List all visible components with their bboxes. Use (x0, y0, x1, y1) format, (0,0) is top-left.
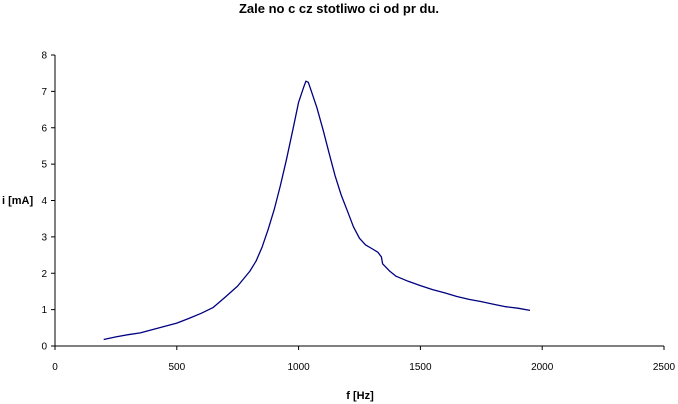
y-tick-label: 7 (41, 87, 47, 98)
x-tick-label: 0 (52, 362, 58, 373)
y-tick-label: 3 (41, 232, 47, 243)
series-line (103, 80, 531, 341)
y-tick-label: 0 (41, 342, 47, 353)
y-tick-label: 1 (41, 305, 47, 316)
x-axis-label: f [Hz] (346, 390, 374, 402)
chart-title: Zale no c cz stotliwo ci od pr du. (239, 1, 439, 16)
x-tick-label: 1000 (287, 362, 310, 373)
x-tick-label: 1500 (409, 362, 432, 373)
y-axis-label: i [mA] (2, 195, 34, 207)
y-tick-label: 6 (41, 123, 47, 134)
x-tick-label: 500 (168, 362, 185, 373)
y-ticks: 0 1 2 3 4 5 6 7 8 (41, 51, 55, 353)
x-ticks: 0 500 1000 1500 2000 2500 (52, 346, 676, 373)
x-tick-label: 2000 (531, 362, 554, 373)
x-tick-label: 2500 (653, 362, 676, 373)
y-tick-label: 5 (41, 160, 47, 171)
y-tick-label: 8 (41, 51, 47, 62)
y-tick-label: 2 (41, 269, 47, 280)
y-tick-label: 4 (41, 196, 47, 207)
